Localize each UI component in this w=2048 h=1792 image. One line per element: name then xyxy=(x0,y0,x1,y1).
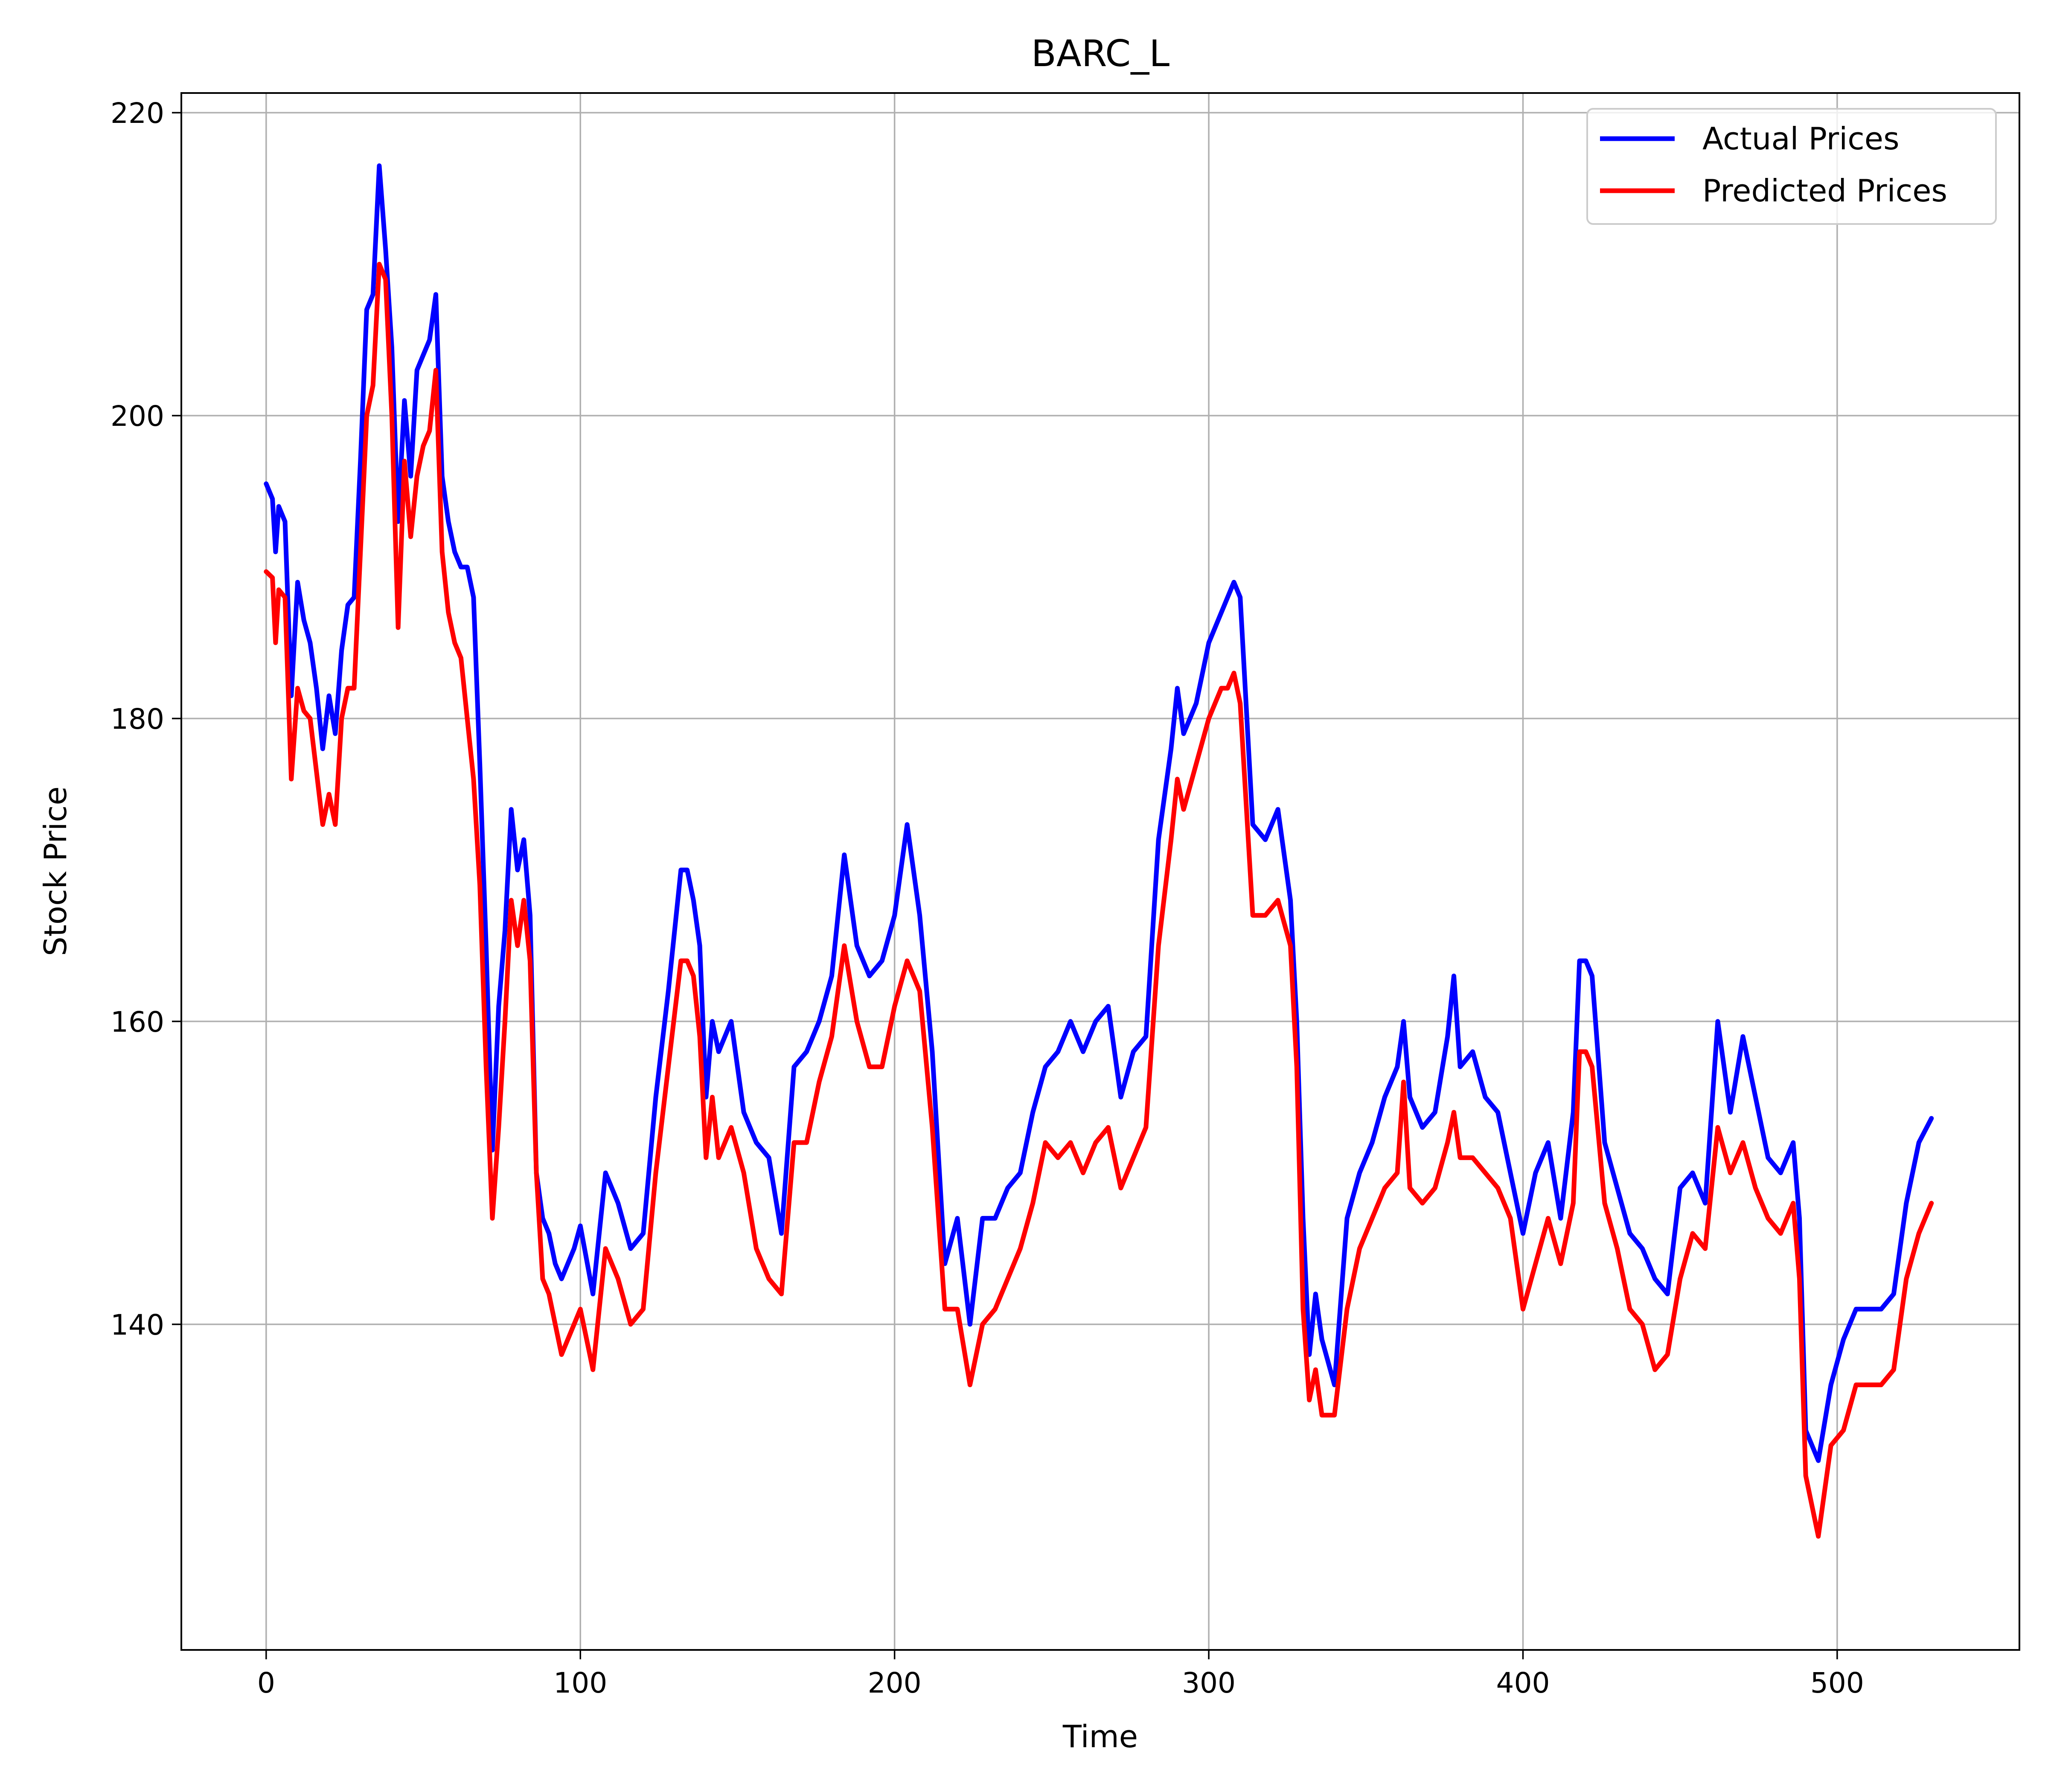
y-tick-label: 180 xyxy=(111,703,164,736)
legend-box xyxy=(1586,108,1997,225)
y-tick-label: 200 xyxy=(111,400,164,433)
x-tick-label: 500 xyxy=(1810,1667,1864,1699)
legend-label: Actual Prices xyxy=(1702,121,1900,157)
plot-area-frame xyxy=(180,92,2020,1651)
legend: Actual Prices Predicted Prices xyxy=(1586,108,1997,225)
grid xyxy=(181,93,2019,1650)
series-line-0 xyxy=(264,163,1934,1463)
legend-label: Predicted Prices xyxy=(1702,173,1947,209)
series-layer xyxy=(264,163,1934,1539)
y-tick-label: 140 xyxy=(111,1309,164,1341)
x-tick-label: 0 xyxy=(257,1667,275,1699)
series-line-1 xyxy=(264,262,1934,1539)
y-tick-label: 160 xyxy=(111,1006,164,1039)
y-tick-label: 220 xyxy=(111,97,164,130)
x-axis-label: Time xyxy=(1062,1719,1138,1754)
chart-title: BARC_L xyxy=(1031,32,1169,75)
x-tick-label: 400 xyxy=(1496,1667,1550,1699)
x-axis: 0 100 200 300 400 500 xyxy=(257,1650,1864,1699)
x-tick-label: 200 xyxy=(868,1667,922,1699)
x-tick-label: 300 xyxy=(1182,1667,1236,1699)
x-tick-label: 100 xyxy=(553,1667,607,1699)
y-axis: 140 160 180 200 220 xyxy=(111,97,181,1341)
y-axis-label: Stock Price xyxy=(38,786,73,956)
